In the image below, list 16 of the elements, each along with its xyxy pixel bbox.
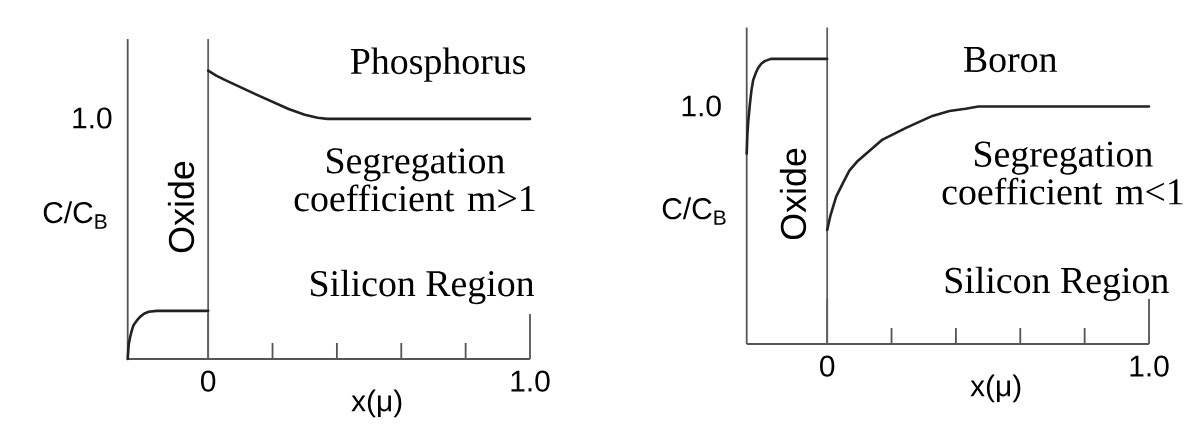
annotation: Segregation coefficient m<1 — [942, 141, 1183, 205]
text: 1.0 — [682, 95, 721, 117]
x-tick-label: 0 — [201, 370, 216, 392]
annotation: Silicon Region — [311, 269, 535, 305]
annotation: Silicon Region — [945, 266, 1169, 302]
x-axis-title: x(μ) — [970, 374, 1021, 403]
text: 1.0 — [73, 107, 112, 129]
annotation: Oxide — [779, 148, 807, 240]
x-axis-title: x(μ) — [351, 389, 402, 418]
annotation: Segregation coefficient m>1 — [294, 148, 535, 212]
annotation: Oxide — [167, 161, 195, 253]
chart-title: Phosphorus — [350, 47, 526, 82]
y-axis-title: C/C$_{B}$ — [43, 201, 107, 229]
y-axis-title: C/C$_{B}$ — [662, 197, 726, 225]
x-tick-label: 0 — [820, 355, 835, 377]
chart-title: Boron — [963, 47, 1057, 73]
